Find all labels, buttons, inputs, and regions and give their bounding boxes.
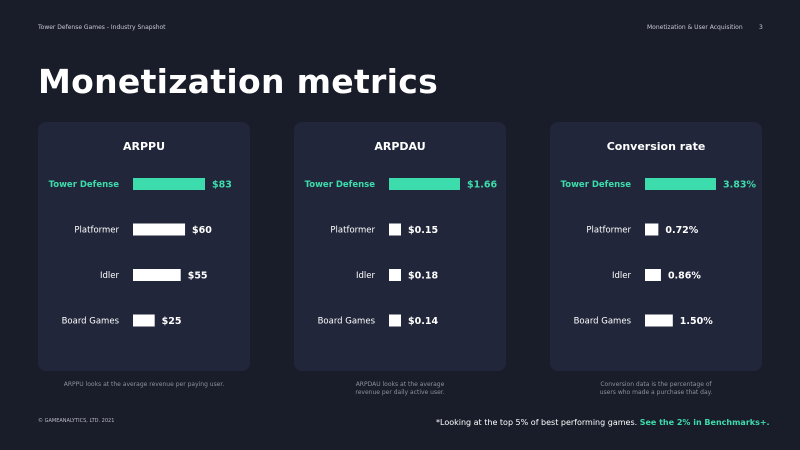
conversion-value-label-platformer: 0.72% (665, 225, 698, 236)
arpdau-bar-platformer (389, 223, 401, 236)
arppu-caption: ARPPU looks at the average revenue per p… (63, 381, 225, 388)
arpdau-value-label-board-games: $0.14 (408, 316, 438, 327)
header-left-text: Tower Defense Games - Industry Snapshot (38, 24, 166, 31)
footnote-text: *Looking at the top 5% of best performin… (436, 418, 640, 427)
arpdau-caption: ARPDAU looks at the average revenue per … (355, 381, 445, 396)
arppu-value-label-idler: $55 (188, 271, 208, 282)
conversion-category-label-idler: Idler (612, 271, 631, 281)
conversion-category-label-platformer: Platformer (586, 226, 631, 236)
conversion-value-label-idler: 0.86% (668, 271, 701, 282)
arpdau-value-label-platformer: $0.15 (408, 225, 438, 236)
arppu-value-label-platformer: $60 (192, 225, 212, 236)
conversion-value-label-tower-defense: 3.83% (723, 180, 756, 191)
conversion-category-label-board-games: Board Games (574, 317, 632, 327)
conversion-category-label-tower-defense: Tower Defense (561, 180, 632, 190)
page-title: Monetization metrics (38, 62, 439, 101)
page-number: 3 (759, 24, 763, 31)
arppu-chart: ARPPU Tower Defense $83 Platformer $60 Idler $… (49, 140, 232, 327)
arppu-bar-tower-defense (133, 178, 205, 190)
arpdau-value-label-idler: $0.18 (408, 271, 438, 282)
arpdau-chart-panel: ARPDAU Tower Defense $1.66 Platformer $0.15 I… (294, 122, 506, 371)
arppu-category-label-board-games: Board Games (62, 317, 120, 327)
arppu-bar-idler (133, 269, 181, 281)
header-section-text: Monetization & User Acquisition (647, 24, 743, 31)
arppu-category-label-platformer: Platformer (74, 226, 119, 236)
arppu-title: ARPPU (123, 140, 165, 153)
arpdau-value-label-tower-defense: $1.66 (467, 180, 497, 191)
arpdau-bar-board-games (389, 314, 401, 327)
conversion-bar-idler (645, 269, 661, 281)
benchmarks-link[interactable]: See the 2% in Benchmarks+. (639, 418, 770, 427)
conversion-caption: Conversion data is the percentage of use… (599, 381, 713, 396)
arpdau-chart: ARPDAU Tower Defense $1.66 Platformer $0.15 I… (305, 140, 498, 327)
conversion-chart-panel: Conversion rate Tower Defense 3.83% Platfor… (550, 122, 762, 371)
copyright-text: © GAMEANALYTICS, LTD. 2021 (38, 418, 115, 424)
arppu-value-label-board-games: $25 (162, 316, 182, 327)
arppu-category-label-tower-defense: Tower Defense (49, 180, 120, 190)
arpdau-bar-tower-defense (389, 178, 460, 190)
arppu-bar-platformer (133, 223, 186, 236)
arpdau-bar-idler (389, 269, 401, 281)
conversion-title: Conversion rate (607, 140, 706, 153)
arppu-bar-board-games (133, 314, 155, 327)
conversion-chart: Conversion rate Tower Defense 3.83% Platfor… (561, 140, 757, 327)
arpdau-category-label-platformer: Platformer (330, 226, 375, 236)
arpdau-category-label-board-games: Board Games (318, 317, 376, 327)
conversion-bar-platformer (645, 223, 659, 236)
arpdau-category-label-idler: Idler (356, 271, 375, 281)
conversion-bar-tower-defense (645, 178, 716, 190)
arpdau-title: ARPDAU (374, 140, 425, 153)
arppu-category-label-idler: Idler (100, 271, 119, 281)
arppu-chart-panel: ARPPU Tower Defense $83 Platformer $60 Idler $… (38, 122, 250, 371)
conversion-bar-board-games (645, 314, 673, 327)
footnote: *Looking at the top 5% of best performin… (436, 418, 770, 427)
arpdau-category-label-tower-defense: Tower Defense (305, 180, 376, 190)
arppu-value-label-tower-defense: $83 (212, 180, 232, 191)
conversion-value-label-board-games: 1.50% (680, 316, 713, 327)
